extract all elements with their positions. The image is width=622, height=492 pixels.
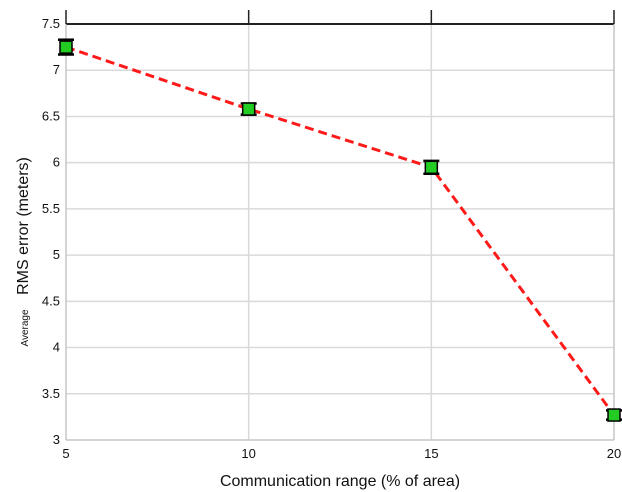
y-tick-label: 3.5 (42, 386, 60, 401)
x-tick-label: 5 (62, 446, 69, 461)
plot-frame (65, 10, 615, 441)
series-layer (58, 38, 622, 422)
data-point-marker (241, 102, 256, 116)
x-tick-label: 15 (424, 446, 438, 461)
data-point-marker (424, 160, 439, 175)
y-axis-label-main: RMS error (meters) (15, 157, 32, 295)
plot-background (66, 24, 614, 440)
x-tick-label: 10 (241, 446, 255, 461)
grid-layer (65, 23, 615, 441)
y-axis-label: Average RMS error (meters) (15, 157, 32, 346)
y-tick-label: 6 (53, 155, 60, 170)
data-point-marker (607, 408, 621, 422)
data-point-marker (59, 40, 73, 54)
y-tick-label: 7 (53, 62, 60, 77)
x-axis-label: Communication range (% of area) (220, 473, 460, 490)
y-tick-label: 5.5 (42, 201, 60, 216)
series-line (65, 45, 616, 416)
y-tick-label: 6.5 (42, 108, 60, 123)
y-tick-label: 5 (53, 247, 60, 262)
y-tick-label: 3 (53, 432, 60, 447)
y-tick-label: 7.5 (42, 16, 60, 31)
y-axis-label-small: Average (20, 309, 31, 347)
tick-layer: 5 10 15 20 3 3.5 4 4.5 5 5.5 6 6.5 7 7.5 (42, 16, 621, 461)
axis-label-layer: Communication range (% of area) Average … (15, 157, 460, 490)
y-tick-label: 4.5 (42, 293, 60, 308)
x-tick-label: 20 (607, 446, 621, 461)
y-tick-label: 4 (53, 340, 60, 355)
